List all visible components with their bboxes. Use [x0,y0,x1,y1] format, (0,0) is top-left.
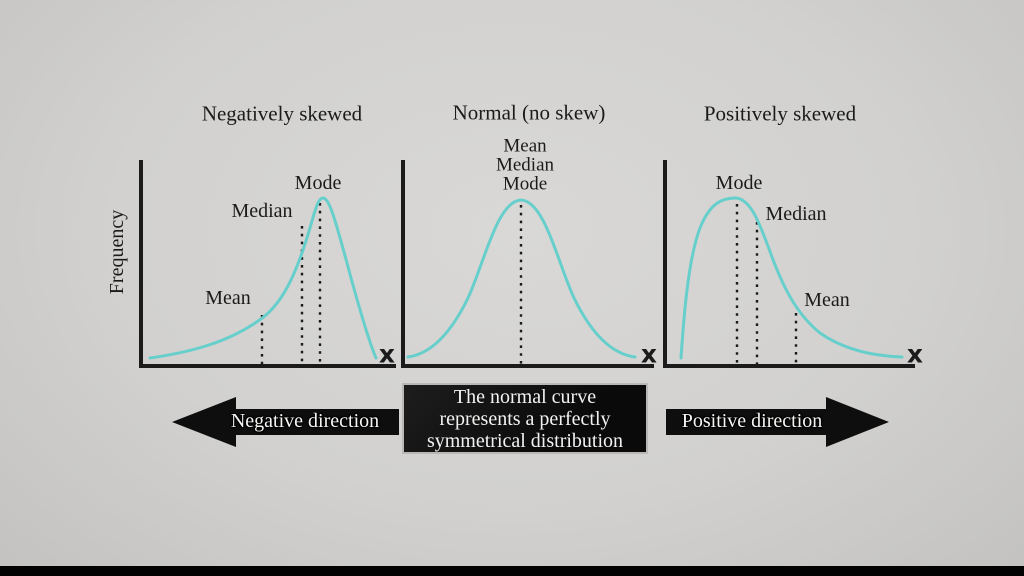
note-line-1: The normal curve [453,385,597,408]
negative-skew-curve [148,196,378,360]
positive-median-label: Median [765,203,827,225]
normal-x-axis-label: x [640,339,658,369]
positive-mean-label: Mean [804,289,850,311]
negative-direction-arrow-icon [172,397,399,447]
normal-mean-label: Mean [503,135,547,157]
frequency-axis-label: Frequency [106,209,128,295]
note-line-3: symmetrical distribution [426,429,624,452]
letterbox-bottom-bar [0,566,1024,576]
positive-x-axis-label: x [906,339,924,369]
note-line-2: represents a perfectly [439,407,611,430]
negative-mode-label: Mode [294,172,342,194]
positive-direction-label: Positive direction [681,410,823,432]
negative-median-label: Median [231,200,293,222]
normal-mode-label: Mode [502,173,548,195]
negative-skew-chart [139,160,396,368]
negative-mean-label: Mean [205,287,251,309]
positive-direction-arrow-icon [666,397,889,447]
normal-chart [401,160,654,368]
positive-skew-title: Positively skewed [703,101,857,126]
positive-skew-chart [663,160,915,368]
negative-direction-label: Negative direction [230,410,380,432]
negative-skew-title: Negatively skewed [201,101,363,126]
positive-skew-curve [679,196,904,360]
note-box: The normal curve represents a perfectly … [402,383,648,454]
negative-x-axis-label: x [378,339,396,369]
normal-title: Normal (no skew) [452,100,606,125]
positive-mode-label: Mode [715,172,763,194]
normal-median-label: Median [495,154,555,176]
normal-curve [406,198,637,359]
